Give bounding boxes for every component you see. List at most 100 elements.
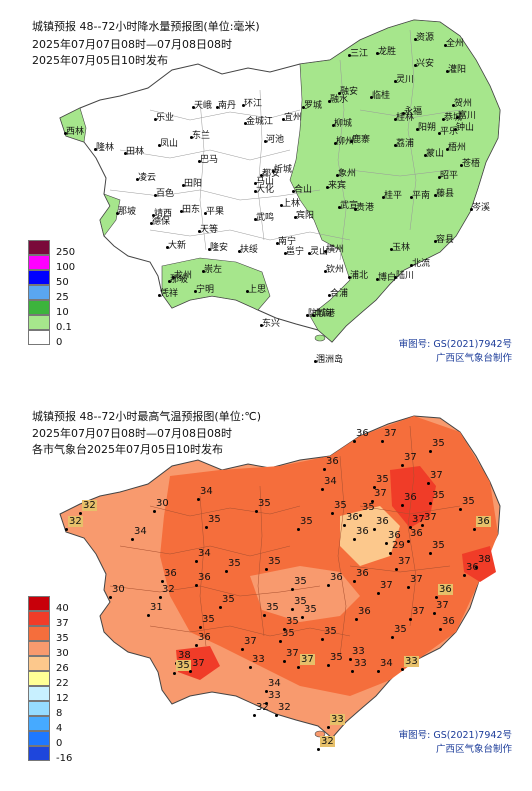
temp-value: 37 <box>374 488 387 499</box>
temp-value: 34 <box>324 476 337 487</box>
city-dot <box>198 160 201 163</box>
station-dot <box>255 510 258 513</box>
city-label: 上思 <box>248 285 267 295</box>
station-dot <box>463 574 466 577</box>
station-dot <box>197 498 200 501</box>
legend-label: 22 <box>56 678 69 689</box>
city-label: 荔浦 <box>396 139 415 149</box>
city-label: 阳朔 <box>418 123 437 133</box>
legend-swatch <box>28 641 50 656</box>
city-dot <box>246 290 249 293</box>
temp-value: 34 <box>134 526 147 537</box>
city-dot <box>424 154 427 157</box>
city-label: 临桂 <box>372 91 391 101</box>
temp-value: 33 <box>330 714 345 725</box>
temp-map-graphic <box>59 415 501 739</box>
legend-label: 0.1 <box>56 322 72 333</box>
city-dot <box>446 70 449 73</box>
legend-label: 0 <box>56 738 63 749</box>
city-label: 巴马 <box>200 155 219 165</box>
city-label: 容县 <box>436 235 455 245</box>
city-label: 兴安 <box>416 59 435 69</box>
legend-swatch <box>28 611 50 626</box>
temp-zone-30-interior <box>250 566 360 622</box>
legend-swatch <box>28 746 50 761</box>
city-dot <box>338 206 341 209</box>
city-dot <box>336 174 339 177</box>
city-dot <box>446 148 449 151</box>
city-label: 东兴 <box>262 319 281 329</box>
producer-label: 广西区气象台制作 <box>435 353 512 364</box>
city-label: 陆川 <box>396 271 415 281</box>
station-dot <box>409 526 412 529</box>
temp-value: 36 <box>410 528 423 539</box>
station-dot <box>265 568 268 571</box>
city-label: 恭城 <box>444 113 463 123</box>
temp-value: 37 <box>410 574 423 585</box>
temp-value: 36 <box>356 568 369 579</box>
legend-swatch <box>28 656 50 671</box>
temp-value: 36 <box>438 584 453 595</box>
city-label: 富川 <box>458 111 477 121</box>
city-dot <box>442 118 445 121</box>
temp-value: 33 <box>404 656 419 667</box>
station-dot <box>79 512 82 515</box>
city-dot <box>172 276 175 279</box>
temp-zone-37-e <box>462 546 496 582</box>
city-label: 北海 <box>314 309 333 319</box>
city-dot <box>276 242 279 245</box>
temp-value: 35 <box>294 596 307 607</box>
city-label: 德保 <box>152 217 171 227</box>
station-dot <box>343 524 346 527</box>
station-dot <box>355 618 358 621</box>
city-label: 天峨 <box>194 101 213 111</box>
city-dot <box>198 230 201 233</box>
station-dot <box>391 636 394 639</box>
city-label: 融水 <box>330 95 349 105</box>
city-dot <box>202 270 205 273</box>
temp-value: 35 <box>202 614 215 625</box>
station-dot <box>297 666 300 669</box>
station-dot <box>377 670 380 673</box>
station-dot <box>321 488 324 491</box>
city-dot <box>328 100 331 103</box>
precipitation-map-panel: 城镇预报 48--72小时降水量预报图(单位:毫米) 2025年07月07日08… <box>0 0 532 392</box>
temp-value: 35 <box>222 594 235 605</box>
legend-label: 25 <box>56 292 69 303</box>
city-label: 平乐 <box>440 127 459 137</box>
city-label: 来宾 <box>328 181 347 191</box>
temp-value: 37 <box>430 470 443 481</box>
legend-swatch <box>28 686 50 701</box>
city-label: 贵港 <box>356 203 375 213</box>
temp-value: 36 <box>356 526 369 537</box>
temp-value: 36 <box>198 572 211 583</box>
city-dot <box>456 116 459 119</box>
city-label: 河池 <box>266 135 285 145</box>
temp-title: 城镇预报 48--72小时最高气温预报图(单位:℃) <box>32 410 262 423</box>
city-label: 凌云 <box>138 173 157 183</box>
city-dot <box>124 152 127 155</box>
station-dot <box>353 580 356 583</box>
city-dot <box>238 250 241 253</box>
city-dot <box>254 218 257 221</box>
precip-stamp: 审图号: GS(2021)7942号 广西区气象台制作 <box>399 338 512 366</box>
city-label: 武宣 <box>340 201 359 211</box>
city-label: 柳州 <box>336 137 355 147</box>
city-label: 玉林 <box>392 243 411 253</box>
city-dot <box>136 178 139 181</box>
temp-value: 35 <box>300 516 313 527</box>
station-dot <box>351 670 354 673</box>
station-dot <box>195 644 198 647</box>
city-dot <box>192 106 195 109</box>
station-dot <box>161 580 164 583</box>
station-dot <box>317 748 320 751</box>
city-dot <box>328 294 331 297</box>
city-dot <box>272 170 275 173</box>
temp-value: 33 <box>352 646 365 657</box>
city-label: 乐业 <box>156 113 175 123</box>
temp-value: 35 <box>432 438 445 449</box>
legend-label: -16 <box>56 753 73 764</box>
temp-value: 37 <box>412 514 425 525</box>
city-dot <box>394 118 397 121</box>
station-dot <box>219 606 222 609</box>
